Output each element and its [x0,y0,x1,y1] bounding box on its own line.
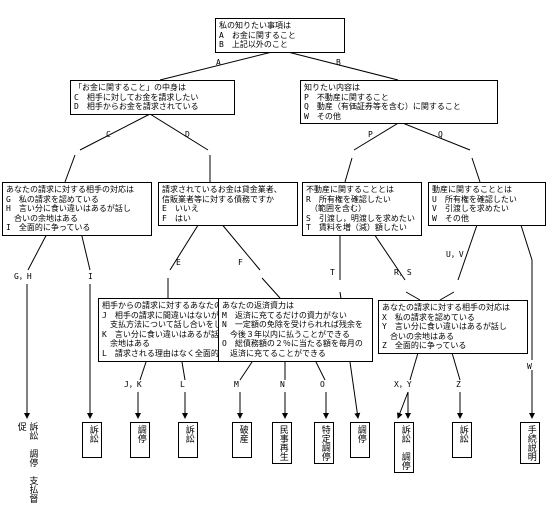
label-F: F [238,258,243,268]
leaf-T: 調停 [350,422,370,458]
label-E: E [176,258,181,268]
label-D: D [185,130,190,140]
label-L: L [180,380,185,390]
node-GHI: あなたの請求に対する相手の対応は G 私の請求を認めている H 言い分に食い違い… [2,182,152,236]
label-Z: Z [456,380,461,390]
node-PQW: 知りたい内容は P 不動産に関すること Q 動産（有価証券等を含む）に関すること… [300,80,498,124]
label-P: P [368,130,373,140]
label-JK: J，K [124,380,142,390]
leaf-I: 訴訟 [82,422,102,458]
label-C: C [106,130,111,140]
label-A: A [216,58,221,68]
node-XYZ: あなたの請求に対する相手の対応は X 私の請求を認めている Y 言い分に食い違い… [378,300,528,354]
label-T: T [330,268,335,278]
leaf-GH: 訴訟 調停 支払督促 [14,422,37,507]
label-GH: G，H [14,272,32,282]
flowchart-canvas: 私の知りたい事項は A お金に関すること B 上記以外のこと A B 「お金に関… [0,0,560,507]
label-B: B [336,58,341,68]
node-root: 私の知りたい事項は A お金に関すること B 上記以外のこと [215,18,345,53]
leaf-N: 民事再生 [272,422,292,464]
label-O: O [320,380,325,390]
leaf-JK: 調停 [130,422,150,458]
leaf-O: 特定調停 [314,422,334,464]
node-UVW: 動産に関することとは U 所有権を確認したい V 引渡しを求めたい W その他 [428,182,546,226]
node-RST: 不動産に関することとは R 所有権を確認したい （範囲を含む） S 引渡し，明渡… [302,182,422,236]
leaf-Z: 訴訟 [452,422,472,458]
node-EF: 請求されているお金は貸金業者、 信販業者等に対する債務ですか E いいえ F は… [158,182,298,226]
leaf-XY: 訴訟 調停 [394,422,414,473]
leaf-M: 破産 [232,422,252,458]
label-XY: X，Y [394,380,412,390]
label-I: I [88,272,93,282]
node-CD: 「お金に関すること」の中身は C 相手に対してお金を請求したい D 相手からお金… [70,80,235,115]
label-W: W [527,362,532,372]
label-RS: R，S [394,268,412,278]
label-Q: Q [438,130,443,140]
label-UV: U，V [446,250,464,260]
label-M: M [234,380,239,390]
leaf-W: 手続説明 [520,422,540,464]
node-MNO: あなたの返済資力は M 返済に充てるだけの資力がない N 一定額の免除を受けられ… [218,298,373,362]
label-N: N [280,380,285,390]
leaf-L: 訴訟 [178,422,198,458]
